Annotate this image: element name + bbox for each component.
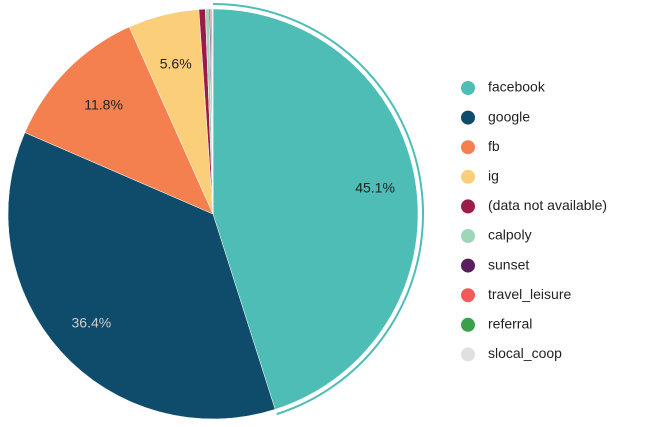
legend-swatch [461,81,475,95]
legend-swatch [461,199,475,214]
data-label: 11.8% [84,97,123,113]
highlight-ring [212,3,424,416]
pie-slice [7,132,276,420]
legend-swatch [461,110,475,125]
legend-label: facebook [488,79,546,95]
legend-label: referral [488,316,532,332]
legend-label: slocal_coop [488,345,562,361]
legend-label: sunset [488,256,529,272]
legend-swatch [461,140,475,155]
data-label: 36.4% [72,315,112,331]
data-label: 45.1% [355,180,395,196]
legend-label: calpoly [488,227,532,243]
legend-label: fb [488,138,500,154]
pie-slice [212,8,214,215]
pie-slice [212,8,419,410]
legend-swatch [461,169,475,184]
legend-label: ig [488,168,499,184]
legend-label: google [488,108,530,124]
legend-swatch [461,258,475,273]
legend-swatch [461,317,475,332]
legend-swatch [461,288,475,303]
legend-label: travel_leisure [488,286,571,302]
data-label: 5.6% [160,56,192,72]
pie-slice [24,26,214,215]
legend-swatch [461,347,475,362]
legend-label: (data not available) [488,197,607,213]
legend-swatch [461,229,475,243]
